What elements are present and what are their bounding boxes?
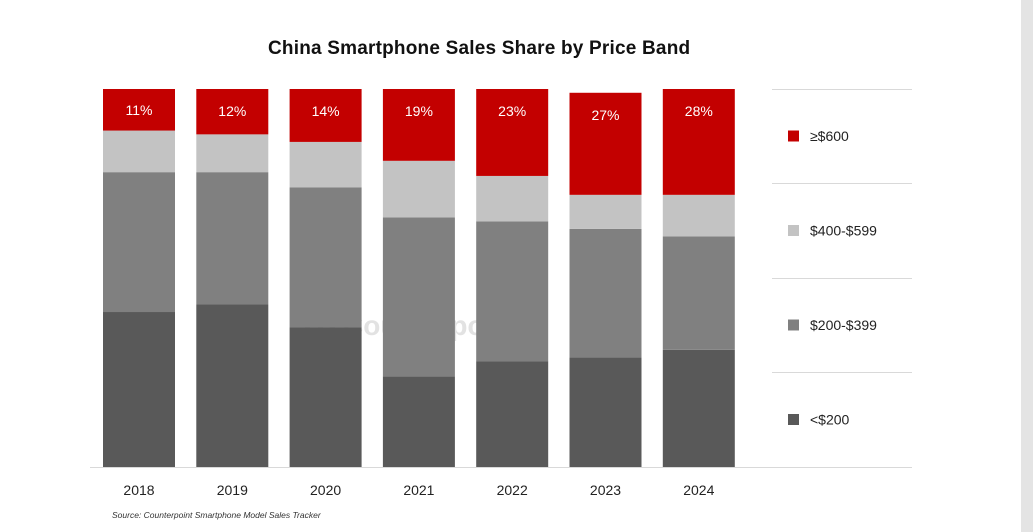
bar-2023-lt-200 <box>569 357 642 467</box>
bar-2020-200-399 <box>289 187 362 328</box>
data-label-2020: 14% <box>312 103 340 119</box>
data-label-2023: 27% <box>591 107 619 123</box>
legend-label-lt-200: <$200 <box>810 412 850 428</box>
bar-2023-200-399 <box>569 228 642 358</box>
bar-2019-200-399 <box>196 172 269 305</box>
x-tick-label-2018: 2018 <box>123 482 154 498</box>
bar-2024-200-399 <box>662 236 735 350</box>
bar-2024-lt-200 <box>662 349 735 467</box>
bar-2022-lt-200 <box>476 361 549 467</box>
window-edge <box>1021 0 1033 532</box>
bar-2019-gte-600 <box>196 89 269 135</box>
data-label-2019: 12% <box>218 103 246 119</box>
x-tick-label-2023: 2023 <box>590 482 621 498</box>
bar-2020-gte-600 <box>289 89 362 142</box>
data-label-2022: 23% <box>498 103 526 119</box>
bar-2018-gte-600 <box>103 89 175 131</box>
bar-2021-400-599 <box>382 160 455 218</box>
bar-2023-gte-600 <box>569 92 642 195</box>
bar-2022-gte-600 <box>476 89 549 176</box>
bar-2024-gte-600 <box>662 89 735 195</box>
bar-2021-200-399 <box>382 217 455 377</box>
x-tick-label-2020: 2020 <box>310 482 341 498</box>
legend-label-gte-600: ≥$600 <box>810 128 849 144</box>
x-tick-label-2021: 2021 <box>403 482 434 498</box>
bar-2021-gte-600 <box>382 89 455 161</box>
data-label-2018: 11% <box>126 102 153 118</box>
bar-2022-400-599 <box>476 175 549 222</box>
legend-swatch-lt-200 <box>788 414 799 425</box>
bar-2021-lt-200 <box>382 376 455 467</box>
bar-2022-200-399 <box>476 221 549 362</box>
legend-swatch-200-399 <box>788 319 799 331</box>
source-note: Source: Counterpoint Smartphone Model Sa… <box>112 510 321 520</box>
bar-2020-400-599 <box>289 141 362 188</box>
data-label-2021: 19% <box>405 103 433 119</box>
bar-2018-400-599 <box>103 130 175 173</box>
chart-title: China Smartphone Sales Share by Price Ba… <box>268 38 691 59</box>
data-label-2024: 28% <box>685 103 713 119</box>
x-tick-label-2019: 2019 <box>217 482 248 498</box>
bar-2018-200-399 <box>103 172 175 313</box>
bar-2020-lt-200 <box>289 327 362 467</box>
legend-swatch-gte-600 <box>788 130 799 142</box>
bar-2024-400-599 <box>662 194 735 237</box>
bar-2018-lt-200 <box>103 312 175 467</box>
legend-label-200-399: $200-$399 <box>810 317 877 333</box>
x-tick-label-2024: 2024 <box>683 482 714 498</box>
bar-2019-400-599 <box>196 134 269 173</box>
bar-2019-lt-200 <box>196 304 269 467</box>
legend-label-400-599: $400-$599 <box>810 223 877 239</box>
x-tick-label-2022: 2022 <box>497 482 528 498</box>
legend-swatch-400-599 <box>788 225 799 236</box>
bar-2023-400-599 <box>569 194 642 229</box>
